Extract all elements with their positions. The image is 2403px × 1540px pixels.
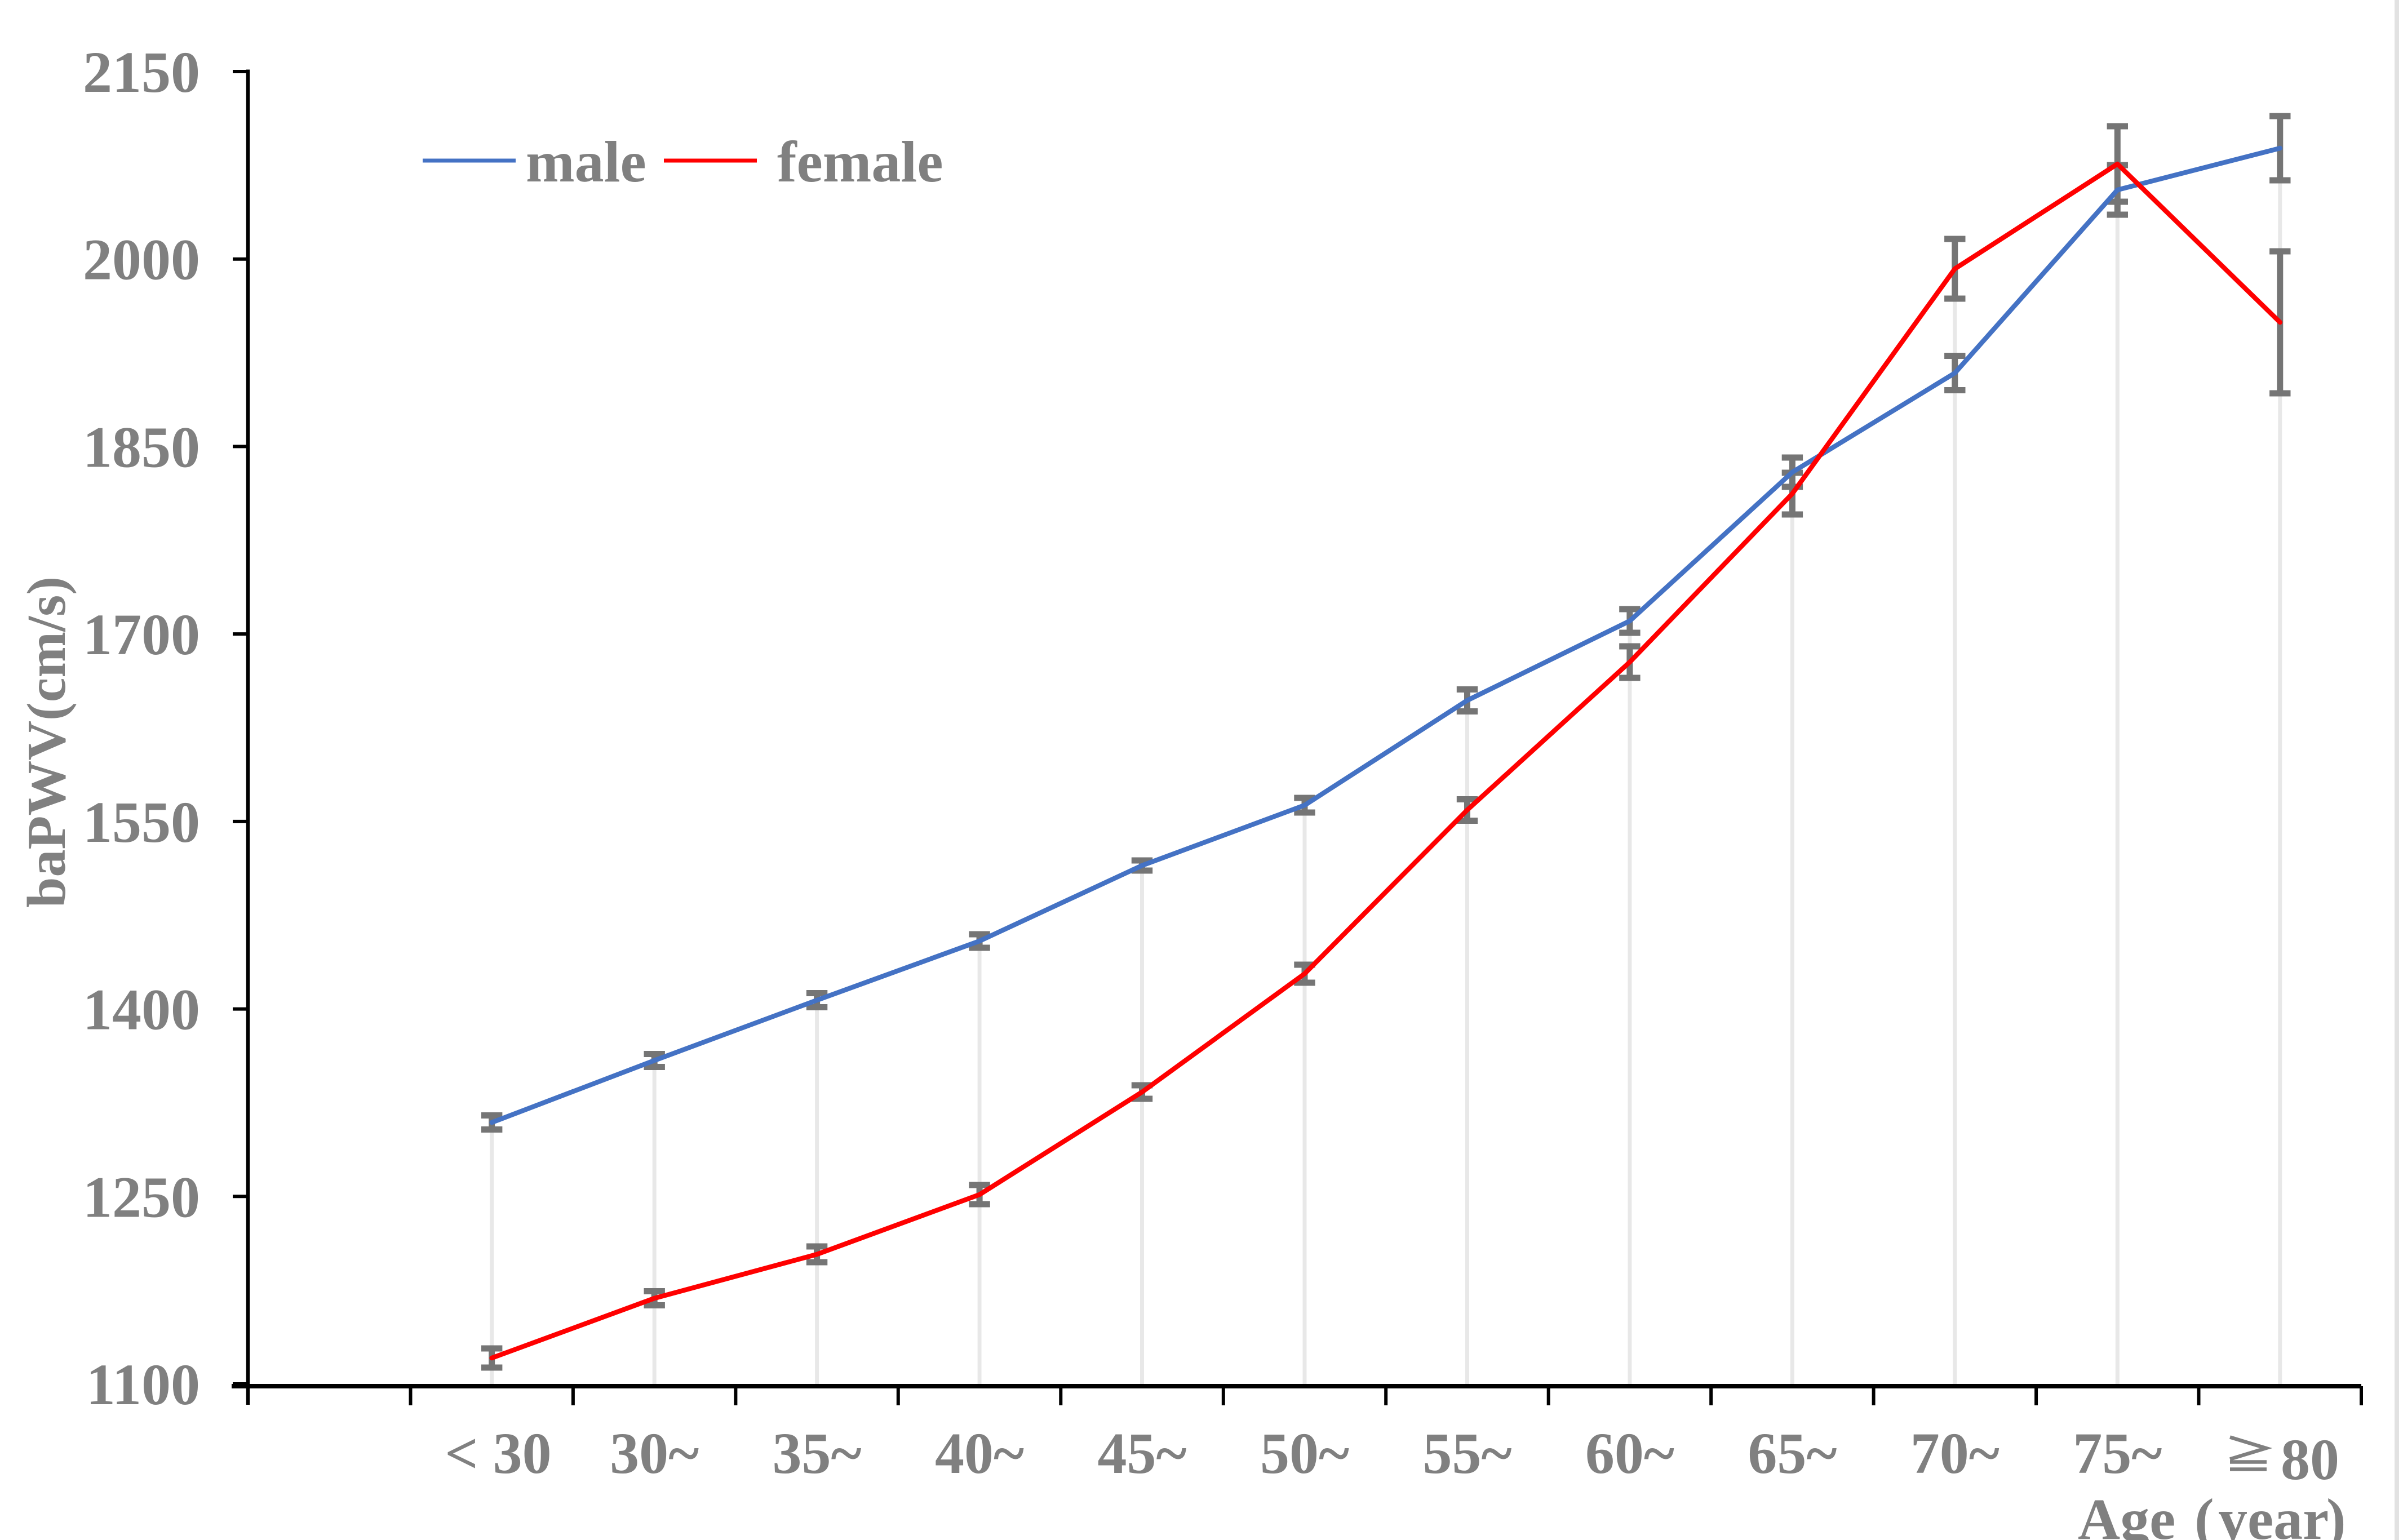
- svg-text:1700: 1700: [83, 602, 200, 667]
- svg-text:1100: 1100: [86, 1352, 200, 1417]
- svg-text:50~: 50~: [1260, 1421, 1349, 1486]
- svg-text:male: male: [526, 130, 646, 194]
- svg-text:< 30: < 30: [445, 1421, 551, 1486]
- svg-text:70~: 70~: [1910, 1421, 1999, 1486]
- svg-text:60~: 60~: [1585, 1421, 1674, 1486]
- svg-text:Age: Age: [2078, 1487, 2175, 1540]
- svg-text:55~: 55~: [1422, 1421, 1511, 1486]
- svg-text:1850: 1850: [83, 415, 200, 480]
- svg-text:female: female: [777, 130, 943, 194]
- svg-text:1400: 1400: [83, 978, 200, 1042]
- svg-text:2000: 2000: [83, 228, 200, 292]
- svg-text:1250: 1250: [83, 1165, 200, 1230]
- svg-text:30~: 30~: [610, 1421, 699, 1486]
- svg-text:baPWV(cm/s): baPWV(cm/s): [16, 576, 77, 908]
- svg-text:): ): [2326, 1487, 2346, 1540]
- svg-text:1550: 1550: [83, 790, 200, 855]
- svg-text:80: 80: [2281, 1427, 2339, 1492]
- svg-text:2150: 2150: [83, 40, 200, 105]
- svg-text:65~: 65~: [1748, 1421, 1837, 1486]
- svg-text:(: (: [2194, 1487, 2214, 1540]
- svg-text:year: year: [2218, 1487, 2329, 1540]
- svg-text:40~: 40~: [935, 1421, 1024, 1486]
- svg-text:75~: 75~: [2073, 1421, 2162, 1486]
- svg-text:35~: 35~: [773, 1421, 862, 1486]
- svg-text:45~: 45~: [1097, 1421, 1186, 1486]
